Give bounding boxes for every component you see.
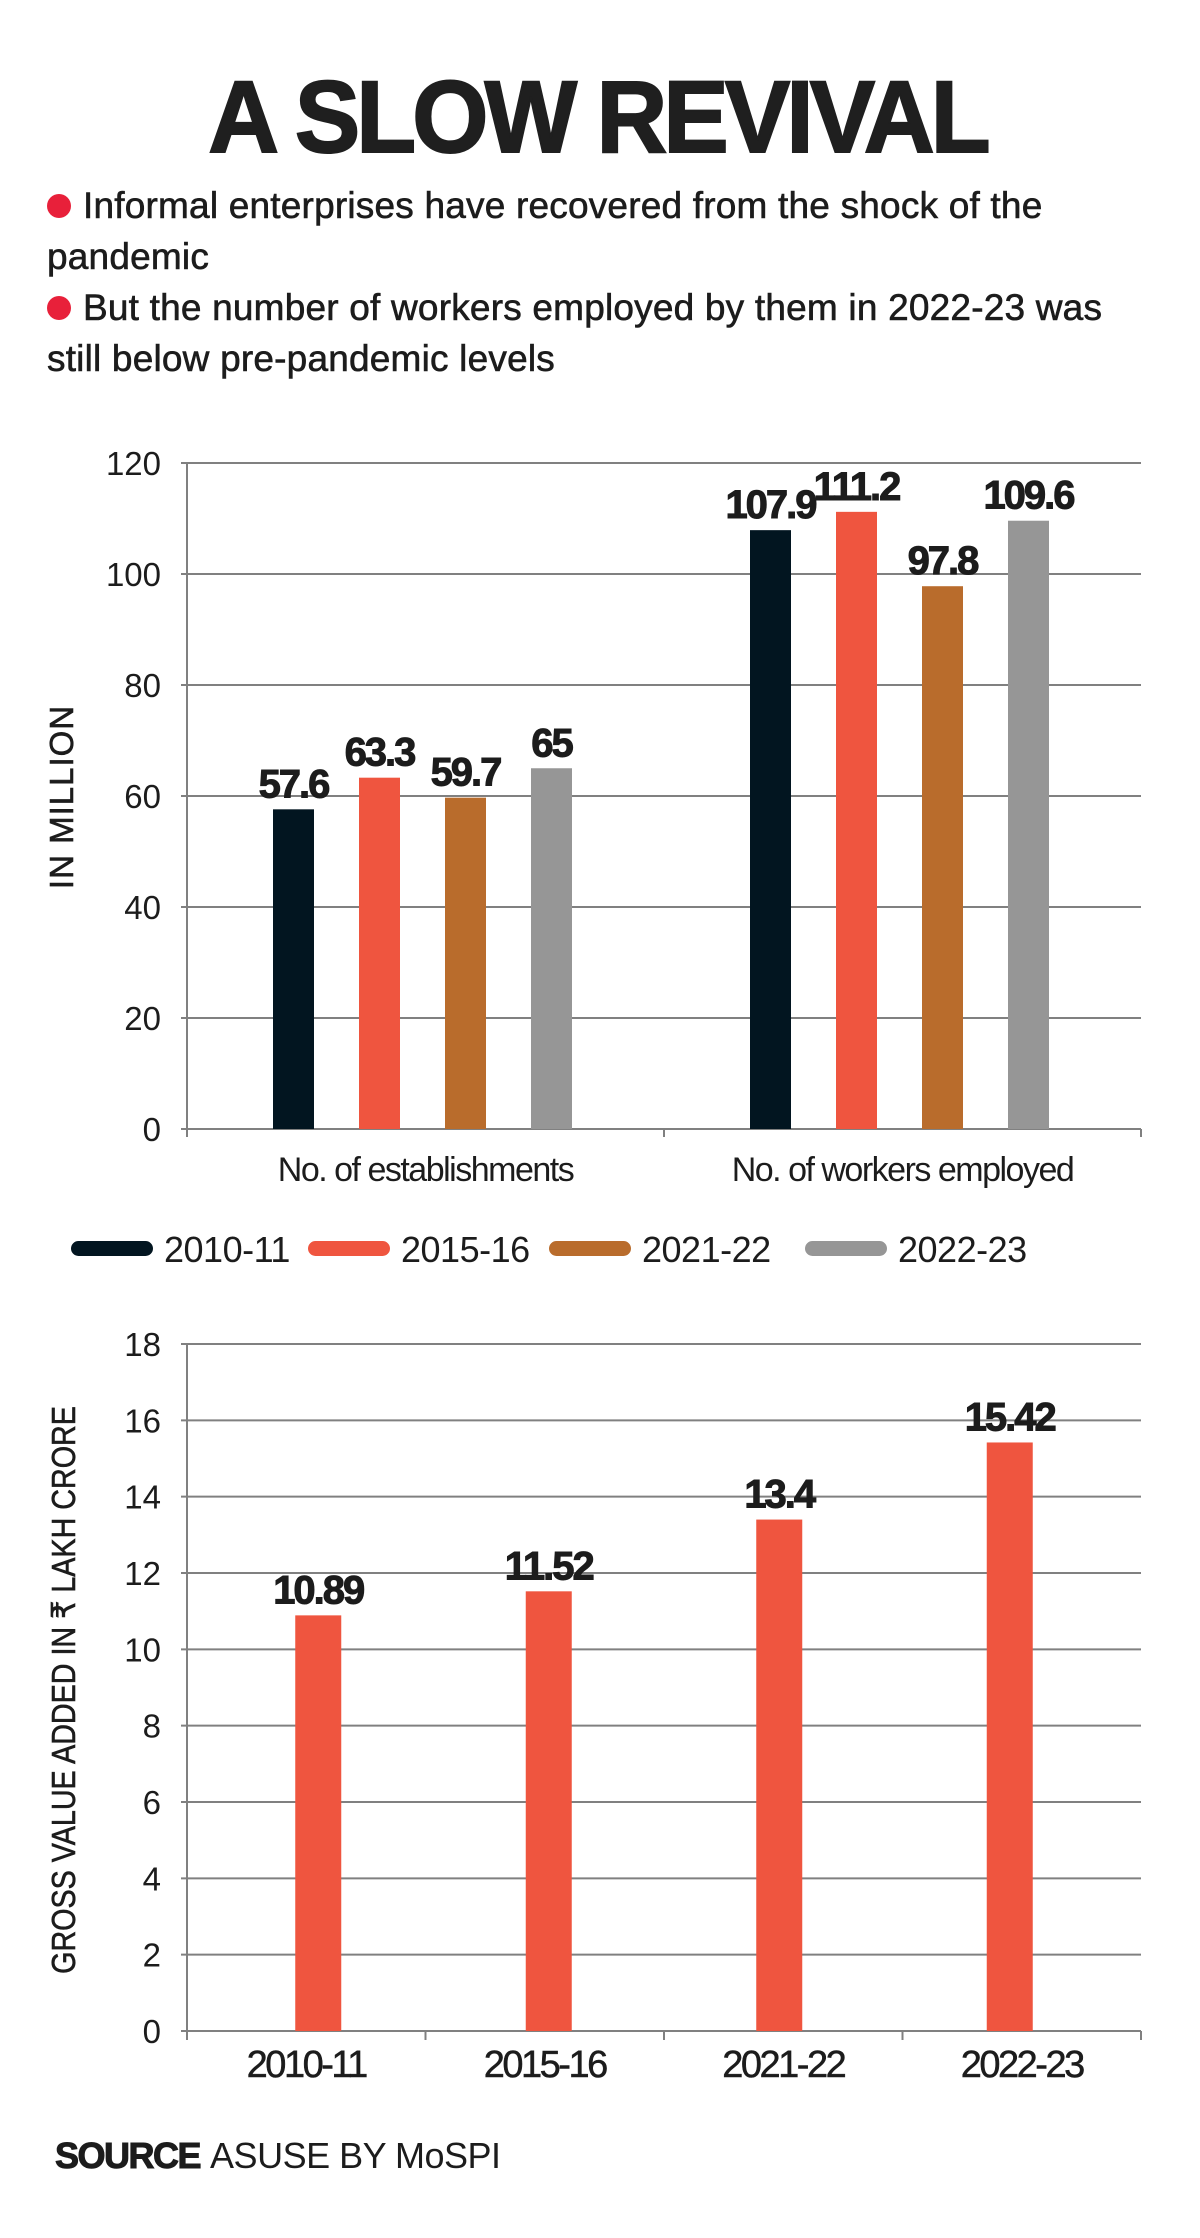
y-tick-label: 40 — [124, 889, 161, 926]
value-label: 11.52 — [505, 1544, 594, 1588]
category-label: 2015-16 — [484, 2044, 607, 2086]
bullet-dot-icon — [47, 296, 71, 320]
y-tick-label: 100 — [106, 556, 161, 593]
bullet-text: But the number of workers employed by th… — [47, 287, 1103, 380]
value-label: 65 — [531, 721, 573, 765]
chart2-axis: 0 2 4 6 8 10 12 14 16 18 2010-11 2015-16 2021-22 2022… — [124, 1326, 1142, 2086]
category-label: No. of workers employed — [732, 1151, 1074, 1189]
legend-item: 2022-23 — [805, 1229, 1027, 1270]
value-label: 13.4 — [744, 1473, 817, 1517]
y-tick-label: 80 — [124, 667, 161, 704]
bullet-item: But the number of workers employed by th… — [47, 282, 1157, 384]
bar-2022-23 — [1008, 520, 1049, 1129]
bullet-list: Informal enterprises have recovered from… — [47, 180, 1157, 384]
y-tick-label: 14 — [124, 1479, 161, 1516]
value-label: 97.8 — [908, 539, 980, 583]
bar-2022-23 — [531, 768, 572, 1129]
y-tick-label: 6 — [143, 1784, 161, 1821]
y-tick-label: 60 — [124, 778, 161, 815]
bar-2021-22 — [922, 586, 963, 1129]
value-label: 15.42 — [965, 1395, 1056, 1439]
y-tick-label: 10 — [124, 1631, 161, 1668]
legend-swatch-icon — [549, 1241, 631, 1256]
legend-swatch-icon — [71, 1241, 153, 1256]
legend-item: 2021-22 — [549, 1229, 771, 1270]
bullet-item: Informal enterprises have recovered from… — [47, 180, 1157, 282]
category-label: No. of establishments — [278, 1151, 574, 1189]
legend-label: 2015-16 — [401, 1229, 530, 1270]
legend-swatch-icon — [805, 1241, 887, 1256]
bar-2021-22 — [445, 797, 486, 1129]
y-tick-label: 12 — [124, 1555, 161, 1592]
value-label: 10.89 — [273, 1568, 364, 1612]
chart1-axis: 0 20 40 60 80 100 120 No. of establishments No. … — [106, 445, 1142, 1189]
category-label: 2010-11 — [247, 2044, 368, 2086]
bar-2015-16 — [525, 1591, 572, 2031]
y-tick-label: 16 — [124, 1402, 161, 1439]
legend-item: 2010-11 — [71, 1229, 290, 1270]
source-note: SOURCE ASUSE BY MoSPI — [54, 2135, 501, 2176]
chart2-bars — [295, 1442, 1033, 2031]
bar-2015-16 — [836, 511, 877, 1130]
legend-label: 2022-23 — [898, 1229, 1027, 1270]
y-tick-label: 8 — [143, 1708, 161, 1745]
title-text: A SLOW REVIVAL — [207, 60, 991, 174]
bar-2021-22 — [756, 1519, 803, 2031]
category-label: 2021-22 — [722, 2044, 845, 2086]
y-tick-label: 20 — [124, 1000, 161, 1037]
bullet-text: Informal enterprises have recovered from… — [47, 185, 1043, 278]
chart1-legend: 2010-11 2015-16 2021-22 2022-23 — [71, 1229, 1027, 1270]
y-tick-label: 0 — [143, 1111, 161, 1148]
page-title: A SLOW REVIVAL — [0, 60, 1200, 174]
value-label: 107.9 — [725, 483, 816, 527]
y-tick-label: 2 — [143, 1937, 161, 1974]
value-label: 59.7 — [431, 751, 502, 795]
category-label: 2022-23 — [961, 2044, 1084, 2086]
bar-2022-23 — [986, 1442, 1033, 2031]
source-text: ASUSE BY MoSPI — [210, 2135, 501, 2176]
bar-2015-16 — [359, 777, 400, 1129]
y-tick-label: 120 — [106, 445, 161, 482]
value-label: 57.6 — [259, 762, 330, 806]
chart1-bars — [273, 511, 1049, 1130]
y-tick-label: 18 — [124, 1326, 161, 1363]
value-label: 63.3 — [345, 731, 416, 775]
legend-item: 2015-16 — [308, 1229, 530, 1270]
legend-label: 2021-22 — [642, 1229, 771, 1270]
bar-2010-11 — [273, 809, 314, 1129]
bar-2010-11 — [295, 1615, 342, 2031]
legend-swatch-icon — [308, 1241, 390, 1256]
bar-2010-11 — [750, 530, 791, 1129]
source-label: SOURCE — [54, 2135, 202, 2176]
y-tick-label: 0 — [143, 2013, 161, 2050]
legend-label: 2010-11 — [164, 1229, 290, 1270]
bullet-dot-icon — [47, 194, 71, 218]
chart1-gridlines — [181, 462, 1141, 1130]
y-tick-label: 4 — [143, 1860, 161, 1897]
chart-gross-value-added: 10.89 11.52 13.4 15.42 0 2 4 6 8 10 12 14 16 18 2010-… — [45, 1326, 1142, 2086]
value-label: 109.6 — [983, 474, 1074, 518]
value-label: 111.2 — [814, 465, 900, 509]
chart2-y-axis-label: GROSS VALUE ADDED IN ₹ LAKH CRORE — [45, 1406, 82, 1974]
chart1-y-axis-label: IN MILLION — [43, 705, 80, 889]
chart2-value-labels: 10.89 11.52 13.4 15.42 — [273, 1395, 1058, 1613]
